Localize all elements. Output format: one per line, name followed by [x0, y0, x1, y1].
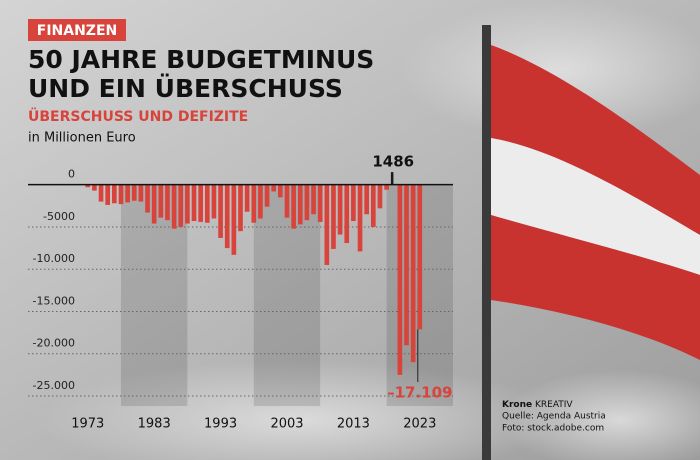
y-tick-label: -10.000	[33, 252, 75, 265]
bar	[244, 184, 250, 212]
bar	[171, 184, 177, 229]
y-tick-label: -25.000	[33, 379, 75, 392]
bar	[297, 184, 303, 225]
chart-title: UND EIN ÜBERSCHUSS	[28, 73, 343, 103]
bar	[185, 184, 190, 224]
flag-stripe	[491, 138, 700, 275]
bar	[158, 184, 164, 218]
x-tick-label: 2023	[403, 417, 436, 432]
bar	[351, 184, 356, 222]
source: Quelle: Agenda Austria	[502, 412, 606, 422]
value-label: 1486	[372, 153, 414, 171]
bar	[370, 184, 376, 227]
bar	[218, 184, 223, 238]
bar	[364, 184, 369, 215]
bar	[231, 184, 237, 255]
kicker-box	[28, 19, 126, 41]
bar	[324, 184, 330, 265]
bar	[417, 184, 423, 330]
bar	[291, 184, 296, 229]
bar	[85, 184, 91, 188]
bar	[390, 172, 394, 185]
bar	[112, 184, 117, 204]
bar	[211, 184, 217, 219]
bar	[98, 184, 104, 202]
bar	[384, 184, 389, 190]
bar	[317, 184, 323, 222]
flag-stripe	[491, 215, 700, 360]
photo-credit: Foto: stock.adobe.com	[502, 424, 604, 434]
bar	[204, 184, 210, 223]
bar	[278, 184, 283, 198]
bar	[331, 184, 336, 249]
brand: Krone KREATIV	[502, 400, 573, 410]
bar	[131, 184, 137, 201]
bar	[344, 184, 350, 244]
value-label: –17.109	[387, 384, 452, 402]
bar	[271, 184, 277, 192]
bar	[397, 184, 403, 375]
brand-name: Krone	[502, 400, 532, 410]
bar	[92, 184, 97, 191]
bar	[337, 184, 343, 235]
x-tick-label: 1983	[138, 417, 171, 432]
bar	[377, 184, 383, 209]
x-tick-label: 1993	[204, 417, 237, 432]
bar	[198, 184, 203, 222]
bar	[151, 184, 157, 224]
bar	[125, 184, 130, 203]
x-tick-label: 1973	[71, 417, 104, 432]
bar	[238, 184, 243, 232]
y-tick-label: -5000	[43, 210, 75, 223]
bar	[224, 184, 230, 249]
bar	[251, 184, 257, 223]
bar	[165, 184, 170, 221]
decade-band	[253, 184, 321, 406]
y-tick-label: 0	[68, 168, 75, 181]
bar	[304, 184, 310, 221]
bar	[191, 184, 197, 222]
bar	[410, 184, 416, 363]
bar	[258, 184, 263, 219]
flag-stripe	[491, 45, 700, 235]
bar	[105, 184, 111, 205]
bar	[138, 184, 144, 202]
plot-area: 0 -5000 -10.000 -15.000 -20.000 -25.000 1973 19…	[28, 153, 453, 432]
x-tick-label: 2003	[270, 417, 303, 432]
y-tick-label: -15.000	[33, 294, 75, 307]
flag-pole	[482, 25, 491, 460]
chart-subtitle: ÜBERSCHUSS UND DEFIZITE	[28, 107, 248, 125]
cloud	[40, 360, 560, 460]
bar	[311, 184, 316, 215]
unit-label: in Millionen Euro	[28, 131, 136, 146]
chart-title: 50 JAHRE BUDGETMINUS	[28, 45, 374, 74]
bar	[404, 184, 409, 346]
kicker: FINANZEN	[37, 23, 117, 39]
cloud	[500, 370, 700, 460]
bar	[178, 184, 184, 227]
bar	[264, 184, 270, 207]
brand-suffix: KREATIV	[535, 400, 573, 410]
cloud	[400, 0, 700, 140]
bar	[284, 184, 290, 218]
x-tick-label: 2013	[337, 417, 370, 432]
bar	[118, 184, 124, 205]
y-tick-label: -20.000	[33, 337, 75, 350]
bar	[145, 184, 150, 213]
bar	[357, 184, 363, 252]
